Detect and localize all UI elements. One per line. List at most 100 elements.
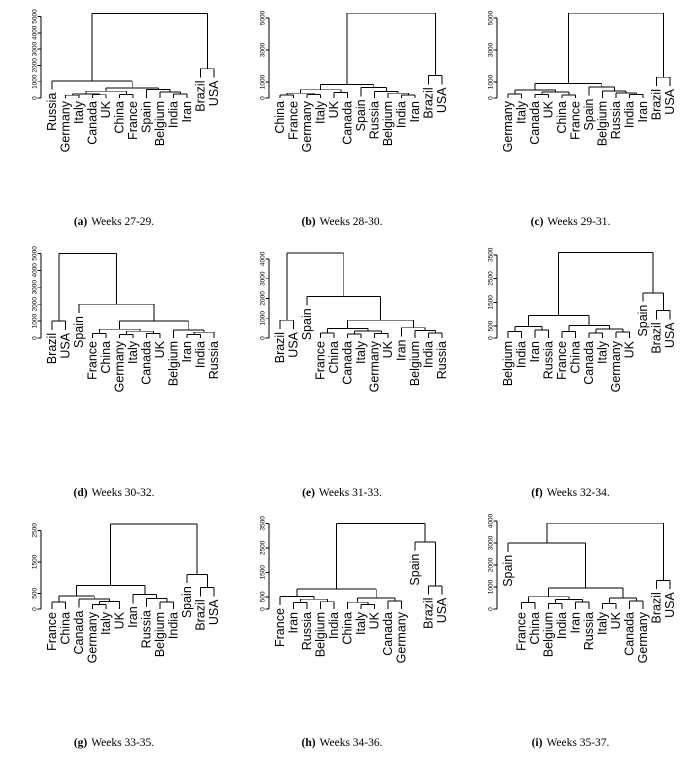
leaf-label: Germany: [394, 611, 408, 663]
dendrogram-plot-b: China France Germany Italy UK Canada Spain Russ…: [259, 10, 449, 152]
leaf-label: Iran: [528, 341, 542, 363]
panel-caption: (f) Weeks 32-34.: [531, 487, 609, 511]
leaf-label: Belgium: [166, 341, 180, 386]
caption-label: (i): [531, 737, 543, 749]
caption-label: (c): [530, 216, 544, 228]
leaf-label: Russia: [582, 612, 596, 650]
caption-label: (a): [73, 216, 88, 228]
caption-label: (h): [301, 737, 316, 749]
leaf-label: UK: [99, 100, 113, 118]
y-tick-label: 500: [259, 591, 266, 602]
leaf-label: Brazil: [421, 598, 435, 629]
leaf-label: Germany: [300, 100, 314, 152]
panel-caption: (g) Weeks 33-35.: [74, 737, 154, 761]
y-tick-label: 0: [487, 336, 494, 340]
leaf-label: Belgium: [153, 612, 167, 657]
leaf-label: UK: [153, 340, 167, 358]
y-tick-label: 4000: [31, 263, 38, 278]
panel-caption: (e) Weeks 31-33.: [302, 487, 382, 511]
panel-caption: (a) Weeks 27-29.: [74, 216, 154, 240]
leaf-label: India: [515, 341, 529, 368]
leaf-label: UK: [609, 611, 623, 629]
y-tick-label: 0: [487, 96, 494, 100]
leaf-label: Brazil: [650, 322, 664, 353]
figure-panel-c: Germany Italy Canada UK China France Spain Belg…: [456, 0, 685, 240]
leaf-label: UK: [327, 100, 341, 118]
dendrogram-labels: France Iran Russia Belgium India China Italy UK…: [259, 516, 449, 664]
leaf-label: Canada: [139, 341, 153, 385]
caption-label: (e): [302, 487, 315, 499]
leaf-label: Italy: [313, 100, 327, 124]
leaf-label: Germany: [58, 100, 72, 152]
leaf-label: Russia: [45, 93, 59, 131]
leaf-label: Italy: [515, 100, 529, 124]
leaf-label: Iran: [286, 612, 300, 634]
leaf-label: USA: [435, 597, 449, 623]
dendrogram-plot-h: France Iran Russia Belgium India China Italy UK…: [259, 516, 449, 664]
dendrogram-plot-i: Spain France China Belgium India Iran Russia It…: [487, 513, 677, 663]
leaf-label: Italy: [99, 611, 113, 635]
dendrogram-tree-and-axis: [37, 252, 214, 339]
panel-caption: (c) Weeks 29-31.: [531, 216, 611, 240]
leaf-label: Canada: [340, 101, 354, 145]
y-tick-label: 0: [259, 96, 266, 100]
leaf-label: Brazil: [650, 89, 664, 120]
leaf-label: Italy: [354, 611, 368, 635]
y-tick-label: 2000: [31, 58, 38, 73]
leaf-label: India: [193, 341, 207, 368]
y-tick-label: 2000: [31, 297, 38, 312]
leaf-label: Italy: [354, 340, 368, 364]
dendrogram-tree-and-axis: [493, 520, 671, 610]
leaf-label: France: [85, 341, 99, 380]
leaf-label: Belgium: [408, 341, 422, 386]
leaf-label: Russia: [435, 341, 449, 379]
y-tick-label: 4000: [31, 25, 38, 40]
leaf-label: USA: [663, 88, 677, 114]
leaf-label: Canada: [340, 341, 354, 385]
y-tick-label: 5000: [487, 10, 494, 25]
leaf-label: China: [99, 341, 113, 374]
panel-caption: (i) Weeks 35-37.: [532, 737, 610, 761]
y-tick-label: 2500: [31, 523, 38, 538]
leaf-label: Russia: [609, 101, 623, 139]
caption-text: Weeks 27-29.: [91, 216, 155, 228]
y-tick-label: 2000: [259, 291, 266, 306]
leaf-label: Belgium: [313, 612, 327, 657]
caption-label: (d): [73, 487, 88, 499]
leaf-label: Germany: [367, 340, 381, 392]
caption-label: (b): [301, 216, 316, 228]
leaf-label: China: [555, 101, 569, 134]
leaf-label: USA: [58, 332, 72, 358]
dendrogram-labels: Russia Germany Italy Canada UK China France Spa…: [31, 9, 221, 153]
leaf-label: Brazil: [45, 333, 59, 364]
leaf-label: China: [340, 612, 354, 645]
panel-caption: (h) Weeks 34-36.: [301, 737, 382, 761]
y-tick-label: 3000: [259, 42, 266, 57]
leaf-label: Spain: [501, 555, 515, 587]
y-tick-label: 2000: [487, 557, 494, 572]
y-tick-label: 3500: [487, 247, 494, 262]
y-tick-label: 1000: [259, 311, 266, 326]
leaf-label: Canada: [623, 612, 637, 656]
leaf-label: Italy: [126, 340, 140, 364]
leaf-label: Canada: [528, 101, 542, 145]
leaf-label: India: [394, 101, 408, 128]
leaf-label: USA: [663, 322, 677, 348]
y-tick-label: 2500: [259, 540, 266, 555]
leaf-label: Spain: [408, 554, 422, 586]
panel-caption: (d) Weeks 30-32.: [73, 487, 154, 511]
leaf-label: Canada: [381, 612, 395, 656]
y-tick-label: 5000: [31, 9, 38, 24]
caption-text: Weeks 33-35.: [91, 737, 155, 749]
leaf-label: Russia: [367, 101, 381, 139]
dendrogram-tree-and-axis: [265, 522, 442, 610]
leaf-label: Germany: [501, 100, 515, 152]
leaf-label: India: [555, 612, 569, 639]
leaf-label: Spain: [300, 308, 314, 340]
leaf-label: Brazil: [193, 81, 207, 112]
y-tick-label: 4000: [259, 251, 266, 266]
leaf-label: Brazil: [421, 87, 435, 118]
figure-panel-f: Belgium India Iran Russia France China Canada I…: [456, 240, 685, 511]
